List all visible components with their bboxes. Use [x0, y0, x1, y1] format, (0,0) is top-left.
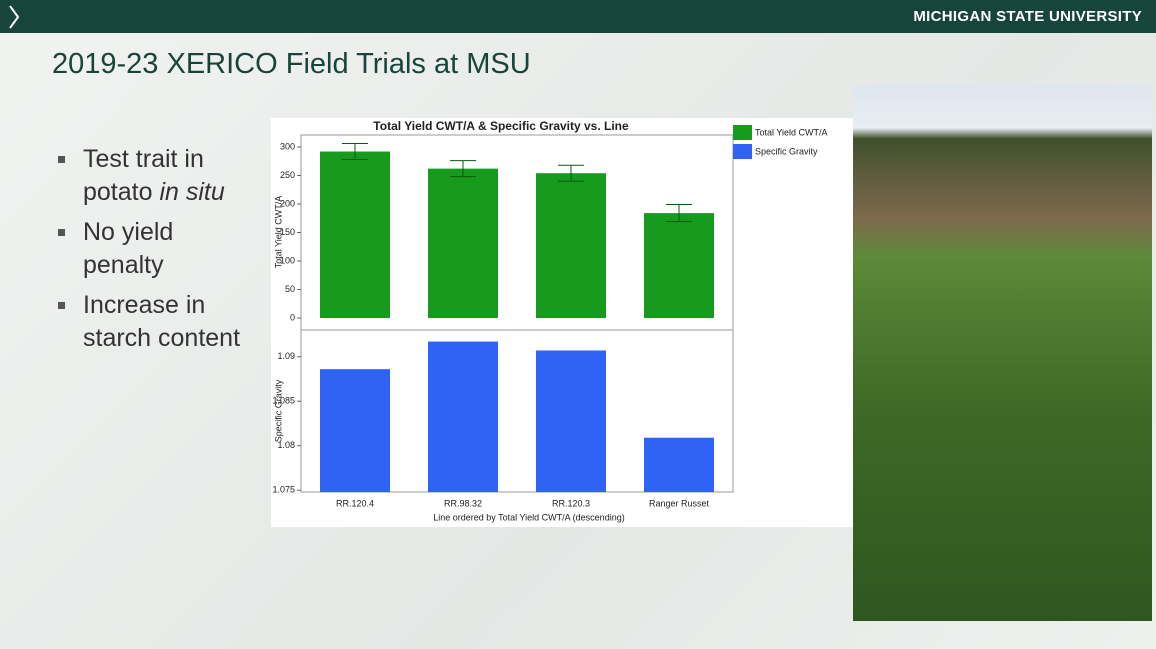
y-tick-label: 100: [280, 255, 295, 265]
bar: [644, 438, 714, 492]
legend-label: Specific Gravity: [755, 146, 818, 156]
x-tick-label: RR.120.3: [552, 498, 590, 508]
bullet: Test trait in potato in situ: [56, 143, 248, 209]
slide: MICHIGAN STATE UNIVERSITY 2019-23 XERICO…: [0, 0, 1156, 649]
bullet-text: Increase in starch content: [83, 291, 240, 352]
bar: [644, 213, 714, 318]
x-tick-label: RR.98.32: [444, 498, 482, 508]
y-tick-label: 300: [280, 141, 295, 151]
y-tick-label: 250: [280, 170, 295, 180]
slide-title: 2019-23 XERICO Field Trials at MSU: [52, 48, 531, 81]
legend-label: Total Yield CWT/A: [755, 127, 828, 137]
bar: [428, 342, 498, 492]
bullet: Increase in starch content: [56, 289, 248, 355]
field-photo: [853, 85, 1152, 621]
y-tick-label: 0: [290, 312, 295, 322]
y-tick-label: 200: [280, 198, 295, 208]
bullet: No yield penalty: [56, 216, 248, 282]
y-tick-label: 1.075: [272, 485, 295, 495]
legend-swatch: [733, 125, 752, 140]
chevron: [4, 0, 24, 33]
chart: Total Yield CWT/A & Specific Gravity vs.…: [271, 118, 853, 527]
y-tick-label: 50: [285, 284, 295, 294]
x-tick-label: RR.120.4: [336, 498, 374, 508]
bullet-list: Test trait in potato in situ No yield pe…: [56, 143, 246, 362]
university: MICHIGAN STATE UNIVERSITY: [913, 8, 1142, 25]
x-tick-label: Ranger Russet: [649, 498, 710, 508]
bar: [428, 169, 498, 318]
bar: [320, 152, 390, 318]
bullet-emphasis: in situ: [159, 178, 224, 206]
bar: [320, 369, 390, 492]
y2-axis-label: Specific Gravity: [273, 379, 283, 442]
legend-swatch: [733, 144, 752, 159]
y-tick-label: 1.09: [277, 351, 295, 361]
bullet-text: No yield penalty: [83, 218, 173, 279]
bar: [536, 350, 606, 492]
bar: [536, 173, 606, 318]
header-bar: MICHIGAN STATE UNIVERSITY: [0, 0, 1156, 33]
y-tick-label: 150: [280, 227, 295, 237]
chart-title: Total Yield CWT/A & Specific Gravity vs.…: [373, 119, 629, 133]
x-axis-label: Line ordered by Total Yield CWT/A (desce…: [433, 512, 624, 522]
y-tick-label: 1.08: [277, 440, 295, 450]
y-tick-label: 1.085: [272, 396, 295, 406]
